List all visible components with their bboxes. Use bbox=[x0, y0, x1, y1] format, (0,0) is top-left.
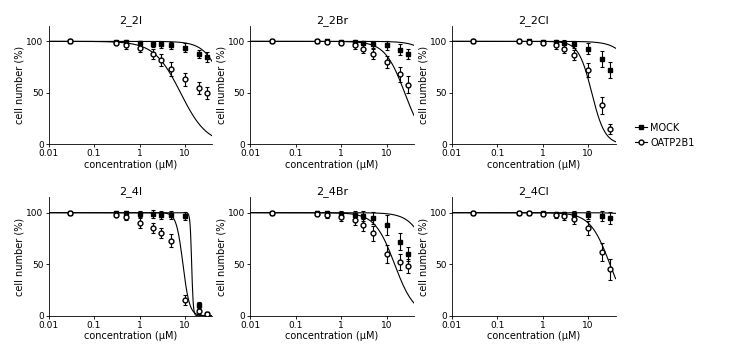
Legend: MOCK, OATP2B1: MOCK, OATP2B1 bbox=[636, 123, 695, 148]
Title: 2_2I: 2_2I bbox=[119, 15, 142, 26]
Y-axis label: cell number (%): cell number (%) bbox=[217, 218, 227, 295]
Title: 2_4Cl: 2_4Cl bbox=[518, 186, 549, 197]
Y-axis label: cell number (%): cell number (%) bbox=[217, 46, 227, 124]
X-axis label: concentration (μM): concentration (μM) bbox=[487, 160, 580, 170]
Y-axis label: cell number (%): cell number (%) bbox=[418, 218, 428, 295]
X-axis label: concentration (μM): concentration (μM) bbox=[286, 331, 378, 341]
X-axis label: concentration (μM): concentration (μM) bbox=[84, 160, 177, 170]
Title: 2_2Br: 2_2Br bbox=[316, 15, 348, 26]
Y-axis label: cell number (%): cell number (%) bbox=[418, 46, 428, 124]
Title: 2_2Cl: 2_2Cl bbox=[518, 15, 549, 26]
Y-axis label: cell number (%): cell number (%) bbox=[15, 218, 25, 295]
X-axis label: concentration (μM): concentration (μM) bbox=[286, 160, 378, 170]
Y-axis label: cell number (%): cell number (%) bbox=[15, 46, 25, 124]
X-axis label: concentration (μM): concentration (μM) bbox=[487, 331, 580, 341]
X-axis label: concentration (μM): concentration (μM) bbox=[84, 331, 177, 341]
Title: 2_4Br: 2_4Br bbox=[316, 186, 348, 197]
Title: 2_4I: 2_4I bbox=[119, 186, 142, 197]
